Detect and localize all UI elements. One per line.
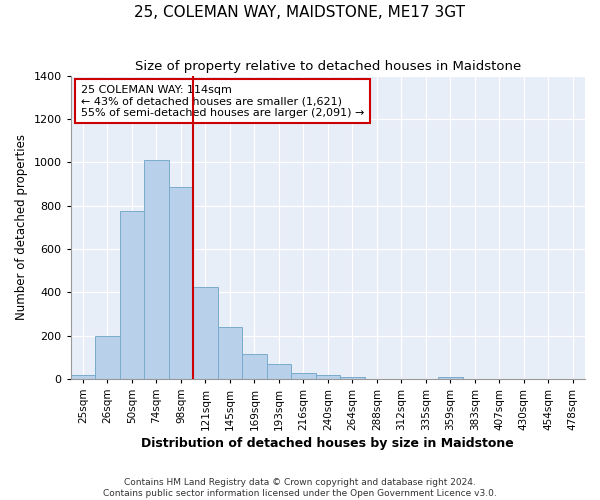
Bar (340, 376, 365, 379)
Bar (144, 160, 169, 379)
Bar (169, 187, 193, 379)
X-axis label: Distribution of detached houses by size in Maidstone: Distribution of detached houses by size … (142, 437, 514, 450)
Bar (193, 287, 218, 379)
Bar (316, 374, 340, 379)
Bar (266, 364, 291, 379)
Text: 25 COLEMAN WAY: 114sqm
← 43% of detached houses are smaller (1,621)
55% of semi-: 25 COLEMAN WAY: 114sqm ← 43% of detached… (81, 84, 364, 118)
Text: Contains HM Land Registry data © Crown copyright and database right 2024.
Contai: Contains HM Land Registry data © Crown c… (103, 478, 497, 498)
Bar (95, 336, 119, 379)
Bar (291, 374, 316, 379)
Title: Size of property relative to detached houses in Maidstone: Size of property relative to detached ho… (135, 60, 521, 73)
Bar (438, 376, 463, 379)
Bar (71, 374, 95, 379)
Bar (218, 327, 242, 379)
Text: 25, COLEMAN WAY, MAIDSTONE, ME17 3GT: 25, COLEMAN WAY, MAIDSTONE, ME17 3GT (134, 5, 466, 20)
Y-axis label: Number of detached properties: Number of detached properties (15, 134, 28, 320)
Bar (242, 354, 266, 379)
Bar (119, 211, 144, 379)
